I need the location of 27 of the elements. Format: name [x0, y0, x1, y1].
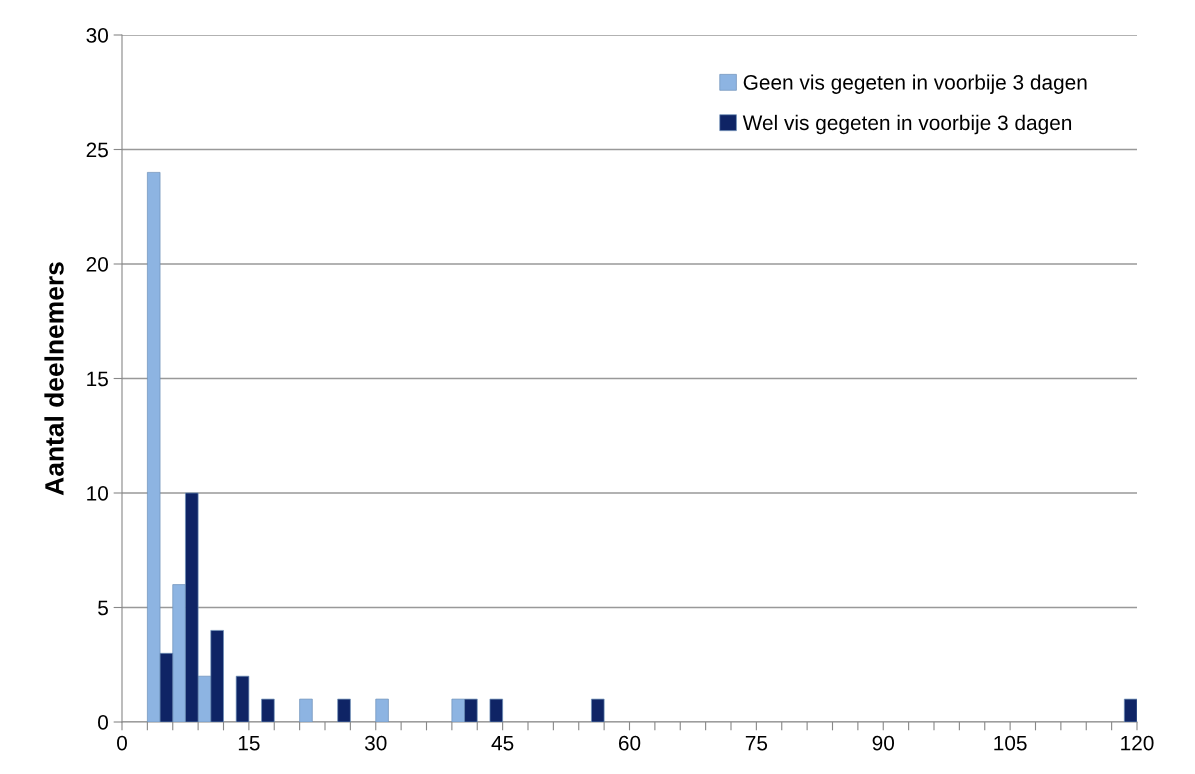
x-tick-label: 45 [491, 735, 514, 751]
legend-label: Wel vis gegeten in voorbije 3 dagen [742, 114, 1072, 135]
y-tick-label: 5 [98, 600, 108, 616]
x-tick-label: 120 [1121, 735, 1154, 751]
bar [337, 698, 351, 722]
y-axis-title: Aantal deelnemers [44, 262, 64, 496]
y-tick-label: 30 [86, 28, 108, 43]
x-tick-label: 30 [364, 735, 387, 751]
x-tick-label: 0 [117, 735, 127, 751]
bar [299, 698, 313, 722]
bar [261, 698, 275, 722]
bar [375, 698, 389, 722]
legend-label: Geen vis gegeten in voorbije 3 dagen [743, 74, 1087, 94]
y-tick-label: 15 [87, 371, 108, 387]
y-tick-label: 0 [98, 715, 108, 730]
x-tick-label: 15 [238, 735, 260, 751]
y-tick-label: 20 [86, 257, 108, 272]
x-tick-label: 105 [994, 735, 1027, 751]
y-tick-label: 10 [87, 486, 108, 501]
bar [235, 675, 250, 722]
x-tick-label: 75 [745, 735, 768, 751]
y-tick-label: 25 [86, 142, 108, 158]
x-tick-label: 90 [872, 735, 895, 751]
bar [489, 698, 503, 722]
bar [591, 698, 605, 722]
bar [1123, 698, 1137, 722]
x-tick-label: 60 [618, 735, 641, 751]
